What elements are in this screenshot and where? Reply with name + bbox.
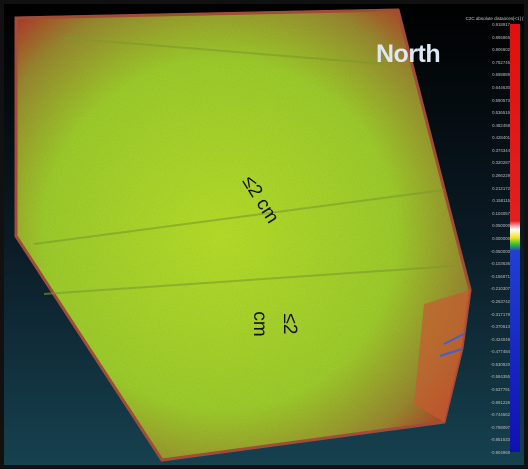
scale-label: -0.691226 <box>474 400 510 405</box>
scale-label: 0.104057 <box>474 211 510 216</box>
scale-label: -0.424049 <box>474 337 510 342</box>
scale-label: 0.266229 <box>474 173 510 178</box>
scale-title: C2C absolute distances[<1] (Y) <box>444 16 528 21</box>
scale-label: 0.806602 <box>474 47 510 52</box>
scale-label: 0.918917 <box>474 22 510 27</box>
scale-label: -0.744662 <box>474 412 510 417</box>
scale-label: -0.477484 <box>474 349 510 354</box>
scale-label: 0.000000 <box>474 236 510 241</box>
scale-label: 0.698889 <box>474 72 510 77</box>
point-cloud-view <box>4 4 524 465</box>
scale-label: -0.904968 <box>474 450 510 455</box>
scale-label: -0.370613 <box>474 324 510 329</box>
scale-label: 0.590573 <box>474 98 510 103</box>
annotation: ≤2 cm <box>244 304 304 344</box>
scale-label: -0.584355 <box>474 374 510 379</box>
scale-label: -0.798097 <box>474 425 510 430</box>
scale-label: 0.050000 <box>474 223 510 228</box>
scale-label: -0.530920 <box>474 362 510 367</box>
scale-label: -0.317178 <box>474 312 510 317</box>
scale-label: 0.374344 <box>474 148 510 153</box>
scale-label: 0.428401 <box>474 135 510 140</box>
scale-label: 0.212172 <box>474 186 510 191</box>
scale-label: -0.263742 <box>474 299 510 304</box>
scale-label: 0.536516 <box>474 110 510 115</box>
color-scale-bar <box>510 24 520 452</box>
scale-label: -0.156871 <box>474 274 510 279</box>
scale-label: -0.103636 <box>474 261 510 266</box>
scale-label: 0.320287 <box>474 160 510 165</box>
point-cloud <box>16 10 470 460</box>
scale-label: -0.210307 <box>474 286 510 291</box>
viewport: North ≤2 cm ≤2 cm C2C absolute distances… <box>0 0 528 469</box>
scale-label: 0.752745 <box>474 60 510 65</box>
scale-label: -0.050000 <box>474 249 510 254</box>
north-label: North <box>376 40 440 69</box>
scale-label: -0.637791 <box>474 387 510 392</box>
scale-label: 0.865865 <box>474 35 510 40</box>
scale-label: 0.158115 <box>474 198 510 203</box>
scale-label: 0.482458 <box>474 123 510 128</box>
scale-label: -0.851533 <box>474 437 510 442</box>
scale-label: 0.644630 <box>474 85 510 90</box>
